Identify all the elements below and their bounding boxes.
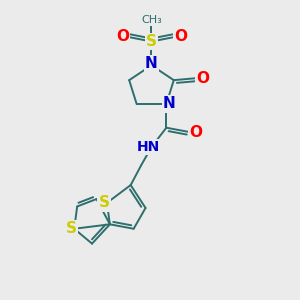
Text: S: S — [98, 195, 110, 210]
Text: S: S — [146, 34, 157, 49]
Text: N: N — [145, 56, 158, 71]
Text: S: S — [66, 221, 77, 236]
Text: O: O — [196, 70, 209, 86]
Text: O: O — [174, 29, 187, 44]
Text: CH₃: CH₃ — [141, 15, 162, 25]
Text: HN: HN — [136, 140, 160, 154]
Text: N: N — [163, 96, 176, 111]
Text: O: O — [189, 125, 202, 140]
Text: O: O — [116, 29, 129, 44]
